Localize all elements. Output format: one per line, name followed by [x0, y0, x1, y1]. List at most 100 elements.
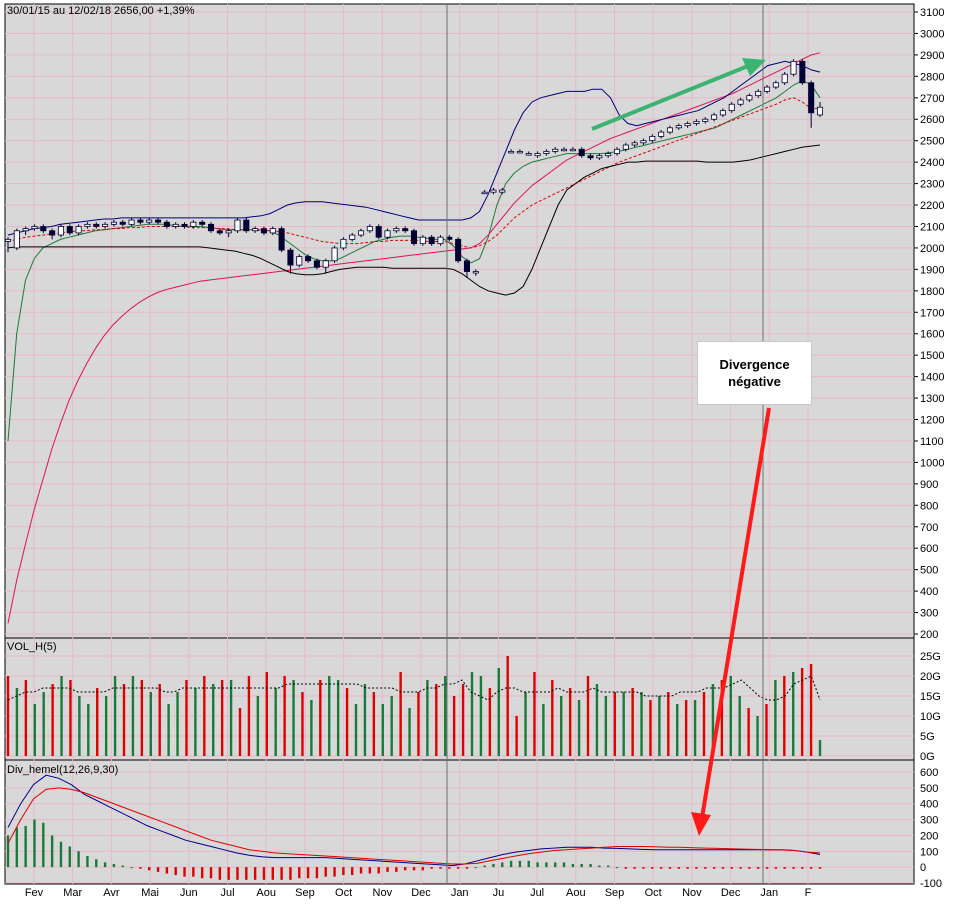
volume-bar	[542, 704, 545, 756]
volume-tick-label: 0G	[920, 751, 935, 763]
volume-bar	[354, 704, 358, 756]
volume-bar	[283, 676, 286, 756]
macd-histogram-bar	[192, 867, 195, 877]
macd-histogram-bar	[42, 822, 45, 868]
candle-body	[278, 228, 285, 251]
volume-bar	[185, 680, 188, 756]
macd-histogram-bar	[439, 867, 442, 869]
candle-body	[163, 221, 170, 227]
candle-body	[4, 238, 12, 242]
macd-histogram-bar	[139, 867, 142, 869]
volume-bar	[533, 672, 536, 756]
volume-bar	[524, 692, 527, 756]
volume-bar	[631, 688, 634, 756]
macd-histogram-bar	[351, 867, 354, 876]
candle-body	[402, 228, 409, 232]
candle-body	[622, 144, 629, 150]
volume-bar	[756, 716, 759, 756]
volume-bar	[613, 692, 616, 756]
macd-histogram-bar	[68, 846, 71, 868]
price-tick-label: 2400	[920, 157, 944, 169]
volume-bar	[604, 696, 608, 756]
candle-body	[57, 226, 64, 236]
candle-body	[534, 153, 541, 157]
candle-body	[119, 221, 126, 225]
macd-histogram-bar	[174, 867, 177, 876]
candle-body	[384, 230, 391, 238]
macd-histogram-bar	[15, 827, 19, 868]
volume-bar	[444, 676, 447, 756]
price-tick-label: 500	[920, 565, 938, 577]
price-tick-label: 2200	[920, 200, 944, 212]
volume-bar	[497, 668, 500, 756]
macd-histogram-bar	[395, 867, 398, 872]
macd-histogram-bar	[59, 841, 63, 868]
volume-bar	[390, 696, 393, 756]
candle-body	[702, 118, 709, 122]
annotation-line-2: négative	[728, 374, 781, 389]
candle-body	[349, 234, 356, 240]
candle-body	[640, 140, 647, 144]
x-tick-label: Jan	[760, 887, 778, 899]
macd-histogram-bar	[245, 867, 248, 880]
candle-body	[684, 123, 691, 127]
price-tick-label: 700	[920, 522, 938, 534]
volume-tick-label: 15G	[920, 691, 941, 703]
trend-arrow-green	[591, 58, 766, 131]
volume-bar	[747, 708, 750, 756]
volume-bar	[568, 688, 572, 756]
candle-body	[243, 219, 250, 232]
volume-bar	[176, 692, 179, 756]
macd-histogram-bar	[765, 867, 769, 869]
x-tick-label: Aou	[256, 887, 276, 899]
volume-bar	[212, 684, 215, 756]
macd-histogram-bar	[704, 867, 707, 869]
volume-bar	[774, 680, 777, 756]
chart-header: 30/01/15 au 12/02/18 2656,00 +1,39%	[7, 5, 195, 17]
volume-bar	[479, 676, 483, 756]
macd-histogram-bar	[474, 867, 477, 869]
candle-body	[340, 238, 347, 249]
macd-histogram-bar	[24, 825, 27, 868]
candle-body	[93, 223, 100, 227]
macd-histogram-bar	[412, 867, 416, 871]
volume-bar	[265, 672, 268, 756]
volume-panel-title: VOL_H(5)	[7, 641, 57, 653]
candlesticks	[4, 59, 824, 278]
candle-body	[313, 260, 320, 268]
macd-histogram-bar	[721, 867, 725, 869]
macd-histogram-bar	[677, 867, 680, 869]
macd-histogram-bar	[280, 867, 283, 880]
x-tick-label: Jan	[451, 887, 469, 899]
candle-body	[216, 230, 223, 234]
x-tick-label: Jun	[180, 887, 198, 899]
price-tick-label: 1500	[920, 350, 944, 362]
volume-bar	[292, 680, 295, 756]
volume-tick-label: 20G	[920, 671, 941, 683]
macd-histogram-bar	[103, 862, 107, 868]
candle-body	[552, 148, 559, 152]
candle-body	[693, 120, 700, 124]
candle-body	[587, 155, 594, 159]
price-tick-label: 800	[920, 500, 938, 512]
candle-body	[790, 60, 797, 75]
macd-histogram-bar	[403, 867, 407, 871]
price-y-axis: 3100 3000 2900 2800 2700 2600 2500 2400 2300 2200…	[914, 7, 944, 641]
macd-histogram-bar	[748, 867, 751, 869]
macd-histogram-bar	[518, 860, 522, 868]
volume-bar	[96, 688, 99, 756]
candle-body	[331, 247, 338, 262]
macd-histogram-bar	[289, 867, 292, 880]
candle-body	[472, 271, 479, 274]
macd-histogram-bar	[527, 860, 530, 868]
candle-body	[516, 151, 523, 154]
candle-body	[772, 82, 779, 88]
price-tick-label: 2600	[920, 114, 944, 126]
candle-body	[728, 103, 735, 112]
macd-histogram-bar	[589, 863, 592, 868]
macd-histogram-bar	[801, 867, 804, 869]
candle-body	[375, 226, 382, 238]
x-tick-label: Sep	[605, 887, 625, 899]
macd-histogram-bar	[156, 867, 160, 872]
macd-histogram-bar	[315, 867, 319, 879]
